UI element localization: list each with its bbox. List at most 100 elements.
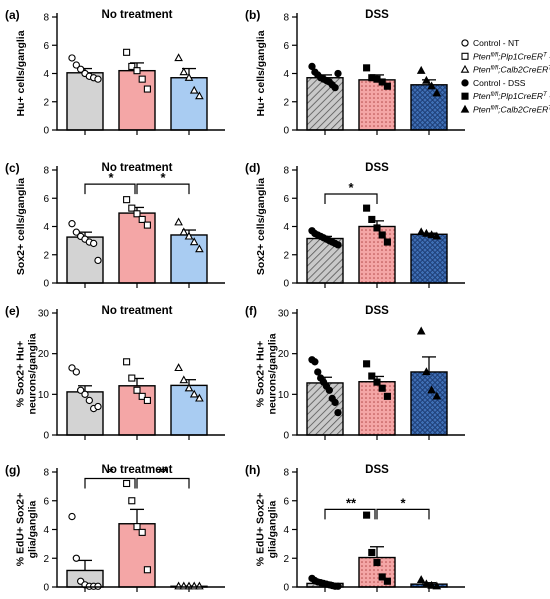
significance-label: **: [346, 495, 357, 510]
legend-text: Pten: [473, 105, 491, 115]
y-tick-label: 0: [283, 431, 289, 442]
legend-entry: Control - DSS: [473, 78, 526, 88]
y-axis-label-line: % Sox2+ Hu+: [254, 341, 266, 408]
y-tick-label: 4: [43, 525, 49, 536]
panel-e: (e) No treatment % Sox2+ Hu+neurons/gangli…: [5, 304, 225, 442]
data-point: [363, 360, 371, 368]
y-tick-label: 2: [283, 97, 289, 108]
y-tick-label: 0: [43, 126, 49, 137]
significance-bracket: [376, 508, 430, 520]
data-point: [123, 196, 131, 204]
data-point: [427, 230, 436, 239]
data-point: [331, 398, 339, 407]
significance-bracket: [84, 183, 136, 195]
y-axis-label: % Sox2+ Hu+neurons/ganglia: [14, 333, 38, 414]
data-point: [128, 62, 136, 70]
y-tick-label: 30: [38, 309, 50, 320]
y-axis-label: Hu+ cells/ganglia: [15, 30, 27, 116]
bar: [410, 84, 448, 131]
y-tick-label: 2: [283, 554, 289, 565]
data-point: [138, 528, 146, 536]
data-point: [383, 577, 391, 585]
y-tick-label: 30: [278, 309, 290, 320]
legend-superscript: T: [543, 92, 548, 98]
significance-bracket: [136, 183, 190, 195]
data-point: [174, 363, 183, 372]
data-point: [334, 582, 342, 590]
data-point: [128, 204, 136, 212]
legend-entry: Ptenfl/fl;Plp1CreERT - DSS: [473, 91, 550, 101]
data-point: [123, 48, 131, 56]
panel-label: (g): [5, 463, 20, 477]
data-point: [378, 231, 386, 239]
data-point: [308, 62, 316, 71]
square-filled-icon: [461, 92, 469, 100]
data-point: [138, 75, 146, 83]
data-point: [416, 227, 426, 236]
data-point: [363, 64, 371, 72]
data-point: [427, 81, 436, 90]
data-point: [72, 554, 80, 562]
panel-title: DSS: [365, 9, 389, 21]
data-point: [195, 244, 204, 253]
data-point: [85, 396, 93, 405]
legend-text: Control - DSS: [473, 78, 526, 88]
data-point: [416, 326, 426, 335]
panel-title: DSS: [365, 464, 389, 476]
significance-label: *: [108, 464, 114, 479]
data-point: [432, 231, 442, 240]
significance-bracket: [324, 508, 376, 520]
panel-b: (b) DSS Hu+ cells/ganglia 0 2 4 6 8: [245, 8, 465, 137]
data-point: [334, 69, 342, 78]
bar: [306, 382, 344, 436]
data-point: [383, 238, 391, 246]
legend-text: ;Plp1CreER: [498, 91, 543, 101]
data-point: [378, 384, 386, 392]
data-point: [72, 368, 80, 376]
y-axis-label: % EdU+ Sox2+glia/ganglia: [254, 493, 278, 567]
y-tick-label: 6: [283, 41, 289, 52]
y-tick-label: 0: [43, 583, 49, 594]
data-point: [314, 368, 322, 376]
y-tick-label: 4: [283, 69, 289, 80]
data-point: [123, 479, 131, 488]
data-point: [373, 559, 381, 567]
significance-label: *: [108, 170, 114, 185]
data-point: [94, 75, 102, 83]
legend-text: ;Calb2CreER: [498, 65, 548, 75]
y-tick-label: 20: [278, 349, 290, 360]
legend-superscript: T2: [548, 66, 550, 72]
data-point: [334, 408, 342, 417]
data-point: [189, 389, 199, 398]
data-point: [128, 497, 136, 505]
bar: [170, 77, 208, 131]
data-point: [133, 386, 141, 394]
panel-g: (g) No treatment % EdU+ Sox2+glia/ganglia 0…: [5, 463, 225, 594]
data-point: [363, 204, 371, 212]
panel-label: (d): [245, 161, 260, 175]
legend-superscript: fl/fl: [491, 66, 499, 72]
legend-text: Pten: [473, 51, 491, 61]
y-tick-label: 2: [43, 97, 49, 108]
data-point: [311, 358, 319, 366]
data-point: [143, 221, 151, 229]
y-axis-label-line: % EdU+ Sox2+: [14, 493, 26, 567]
y-tick-label: 0: [283, 583, 289, 594]
panel-title: DSS: [365, 305, 389, 317]
data-point: [331, 83, 339, 92]
bar: [66, 391, 104, 436]
data-point: [422, 367, 431, 376]
data-point: [72, 228, 80, 236]
panel-label: (e): [5, 304, 20, 318]
legend-entry: Ptenfl/fl;Plp1CreERT - NT: [473, 51, 550, 61]
legend-entry: Control - NT: [473, 38, 519, 48]
legend-text: - DSS: [547, 91, 550, 101]
circle-filled-icon: [461, 79, 469, 87]
data-point: [383, 392, 391, 400]
data-point: [195, 91, 204, 100]
bar: [118, 69, 156, 131]
data-point: [143, 566, 151, 574]
y-axis-label-line: % EdU+ Sox2+: [254, 493, 266, 567]
data-point: [68, 54, 76, 62]
